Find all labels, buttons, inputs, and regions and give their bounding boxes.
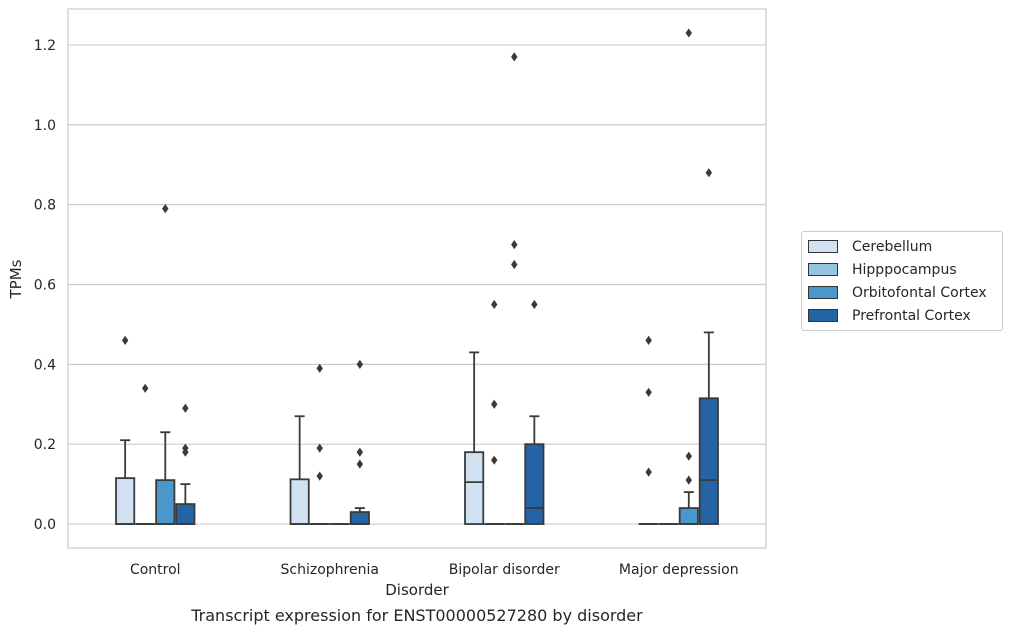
box-orbitofontal-cortex — [155, 204, 176, 525]
y-tick-label: 0.2 — [34, 437, 56, 453]
plot-frame — [67, 8, 767, 549]
outlier-point — [491, 455, 498, 465]
box-cerebellum — [464, 351, 485, 525]
box-prefrontal-cortex — [698, 168, 719, 525]
box-prefrontal-cortex — [524, 299, 545, 525]
outlier-point — [685, 28, 692, 38]
legend-label: Orbitofontal Cortex — [852, 284, 987, 301]
legend-swatch — [808, 240, 838, 253]
legend-swatch — [808, 263, 838, 276]
box — [175, 503, 196, 525]
box — [289, 478, 310, 525]
box-prefrontal-cortex — [349, 359, 370, 525]
box-hipppocampus — [484, 299, 505, 525]
box — [155, 479, 176, 525]
outlier-point — [316, 443, 323, 453]
outlier-point — [491, 299, 498, 310]
outlier-point — [685, 451, 692, 461]
legend-label: Cerebellum — [852, 238, 933, 255]
outlier-point — [356, 459, 364, 469]
outlier-point — [142, 383, 149, 393]
box — [524, 443, 545, 525]
x-tick-label: Control — [130, 562, 181, 578]
box — [349, 511, 370, 525]
y-tick-label: 0.0 — [34, 517, 56, 533]
outlier-point — [316, 363, 323, 373]
y-tick-label: 0.4 — [34, 357, 56, 373]
y-tick-label: 0.6 — [34, 277, 56, 293]
outlier-point — [491, 399, 498, 409]
x-axis-label: Disorder — [385, 581, 449, 599]
x-tick-label: Schizophrenia — [281, 562, 379, 578]
x-tick-label: Major depression — [619, 562, 739, 578]
chart-caption: Transcript expression for ENST0000052728… — [191, 606, 643, 625]
y-axis-label: TPMs — [7, 259, 25, 299]
y-tick-label: 0.8 — [34, 198, 56, 214]
outlier-point — [356, 447, 364, 457]
legend-label: Hipppocampus — [852, 261, 957, 278]
y-tick-label: 1.2 — [34, 38, 56, 54]
outlier-point — [356, 359, 364, 369]
legend-swatch — [808, 286, 838, 299]
legend-item: Cerebellum — [802, 235, 1002, 258]
outlier-point — [316, 471, 323, 481]
box-hipppocampus — [309, 363, 330, 525]
box-hipppocampus — [135, 383, 156, 525]
box-orbitofontal-cortex — [504, 52, 525, 525]
box — [678, 507, 699, 525]
outlier-point — [182, 403, 189, 413]
box-marks — [115, 28, 719, 525]
outlier-point — [511, 239, 518, 250]
box-cerebellum — [289, 415, 310, 525]
outlier-point — [705, 168, 713, 178]
gridlines — [68, 44, 766, 525]
outlier-point — [182, 447, 189, 457]
legend-item: Orbitofontal Cortex — [802, 281, 1002, 304]
box — [115, 477, 136, 525]
outlier-point — [162, 204, 169, 214]
box-cerebellum — [638, 335, 659, 525]
legend: Cerebellum Hipppocampus Orbitofontal Corte… — [801, 231, 1003, 331]
outlier-point — [645, 335, 652, 345]
box-cerebellum — [115, 335, 136, 525]
outlier-point — [511, 259, 518, 270]
legend-label: Prefrontal Cortex — [852, 307, 971, 324]
legend-swatch — [808, 309, 838, 322]
y-tick-labels: 0.0 0.2 0.4 0.6 0.8 1.0 1.2 — [34, 38, 56, 533]
legend-item: Prefrontal Cortex — [802, 304, 1002, 327]
legend-item: Hipppocampus — [802, 258, 1002, 281]
box — [698, 397, 719, 525]
outlier-point — [685, 475, 692, 485]
outlier-point — [511, 52, 518, 62]
box-prefrontal-cortex — [175, 403, 196, 525]
outlier-point — [645, 387, 652, 397]
box — [464, 451, 485, 525]
outlier-point — [531, 299, 538, 310]
y-tick-label: 1.0 — [34, 118, 56, 134]
x-tick-labels: Control Schizophrenia Bipolar disorder Majo… — [130, 562, 739, 578]
box-orbitofontal-cortex — [678, 28, 699, 525]
outlier-point — [121, 335, 129, 345]
x-tick-label: Bipolar disorder — [449, 562, 560, 578]
outlier-point — [645, 467, 652, 477]
